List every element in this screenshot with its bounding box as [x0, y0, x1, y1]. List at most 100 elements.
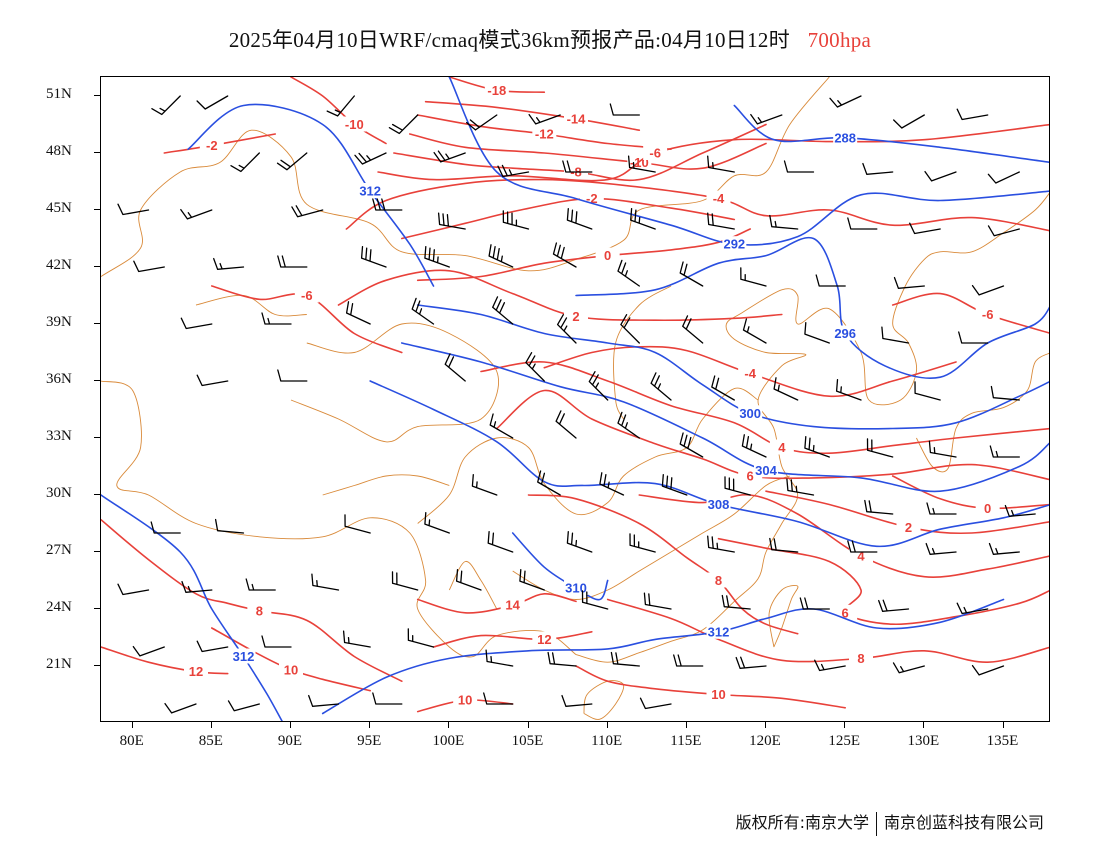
temperature-isotherm-label-bg: [896, 519, 921, 535]
wind-barb: [643, 592, 672, 610]
longitude-label: 125E: [828, 733, 860, 749]
height-contour-label-bg: [231, 648, 256, 664]
wind-barb: [566, 208, 593, 230]
wind-barb: [988, 542, 1020, 555]
isotherm-label: -2: [206, 138, 218, 153]
longitude-label: 105E: [511, 733, 544, 749]
height-contour-label-bg: [358, 183, 383, 198]
temperature-isotherm-label-bg: [199, 137, 224, 153]
wind-barb: [537, 470, 561, 496]
wind-barb: [707, 212, 735, 230]
wind-barb: [213, 257, 245, 270]
height-contour-label: 310: [565, 581, 587, 596]
wind-barb: [552, 242, 577, 268]
temperature-isotherm: [416, 228, 751, 282]
wind-barb: [555, 410, 577, 439]
wind-barb: [311, 573, 340, 591]
isotherm-label: 2: [572, 309, 579, 324]
height-contour-label: 312: [708, 624, 730, 639]
wind-barb: [276, 152, 308, 171]
wind-barb: [485, 649, 514, 667]
wind-barb: [682, 315, 704, 344]
wind-barb: [711, 375, 735, 401]
isotherm-label: 8: [256, 603, 263, 618]
copyright-owner: 版权所有:南京大学: [735, 813, 869, 832]
temperature-isotherm-label-bg: [532, 631, 557, 647]
wind-barb: [230, 152, 260, 173]
temperature-isotherm: [424, 100, 641, 131]
wind-barb: [326, 95, 355, 117]
wind-barb: [769, 214, 799, 230]
longitude-tick: [765, 722, 766, 728]
latitude-tick: [94, 266, 100, 267]
wind-barb: [740, 267, 767, 287]
longitude-label: 115E: [670, 733, 702, 749]
longitude-label: 120E: [749, 733, 781, 749]
longitude-tick: [290, 722, 291, 728]
wind-barb: [814, 659, 846, 672]
wind-barb: [455, 569, 482, 591]
temperature-isotherm: [101, 518, 403, 682]
isotherm-label: 6: [842, 605, 849, 620]
map-title: 2025年04月10日WRF/cmaq模式36km预报产品:04月10日12时 …: [0, 24, 1100, 54]
temperature-isotherm-label-bg: [279, 661, 303, 677]
wind-barb: [1004, 504, 1036, 517]
temperature-isotherm-label-bg: [738, 365, 763, 381]
height-contour-label: 292: [723, 237, 745, 252]
wind-barb: [562, 160, 593, 173]
temperature-isotherm: [496, 389, 1049, 481]
longitude-tick: [369, 722, 371, 728]
wind-barb: [724, 476, 751, 496]
wind-barb: [629, 533, 656, 553]
latitude-label: 33N: [46, 428, 72, 444]
temperature-isotherm-label-bg: [769, 439, 794, 455]
wind-barb: [372, 198, 403, 211]
wind-barb: [488, 244, 514, 268]
temperature-isotherm-label-bg: [453, 692, 478, 708]
longitude-label: 110E: [591, 733, 623, 749]
wind-barb: [847, 217, 878, 230]
height-contour-label: 308: [708, 497, 730, 512]
temperature-isotherm-label-bg: [500, 597, 525, 613]
temperature-isotherm: [416, 592, 577, 614]
wind-barb: [707, 535, 735, 553]
wind-barb: [214, 518, 245, 534]
wind-barb: [132, 645, 165, 657]
temperature-isotherm-label-bg: [342, 116, 367, 132]
longitude-tick: [131, 722, 133, 728]
wind-barb: [804, 436, 830, 458]
isotherm-label: 2: [905, 520, 912, 535]
wind-barb: [783, 160, 815, 173]
wind-barb: [750, 113, 783, 125]
temperature-isotherm-label-bg: [849, 650, 873, 666]
wind-barb: [291, 205, 324, 218]
wind-barb: [769, 537, 799, 553]
wind-barb: [227, 700, 260, 712]
height-contour-label: 312: [233, 649, 255, 664]
height-contour-label: 300: [739, 406, 761, 421]
temperature-isotherm: [432, 631, 593, 648]
height-contour-label: 312: [359, 184, 381, 199]
isotherm-label: -10: [345, 117, 364, 132]
wind-barb: [741, 434, 767, 458]
wind-barb: [519, 569, 545, 591]
isotherm-label: 4: [857, 548, 865, 563]
wind-barb: [437, 212, 466, 230]
wind-barb: [196, 95, 229, 110]
wind-barb: [956, 602, 989, 615]
boundary-line: [290, 322, 499, 443]
temperature-isotherm: [377, 123, 1049, 182]
wind-barb: [679, 432, 704, 458]
isotherm-label: 10: [711, 687, 725, 702]
wind-barb: [926, 502, 957, 515]
temperature-isotherm: [401, 197, 736, 240]
wind-barb: [277, 369, 308, 382]
wind-barb: [925, 542, 957, 555]
wind-barb: [742, 318, 767, 344]
wind-barb: [471, 474, 498, 496]
longitude-label: 80E: [119, 733, 144, 749]
latitude-tick: [94, 95, 100, 96]
wind-barb: [609, 103, 640, 116]
wind-barb: [411, 297, 435, 325]
latitude-label: 27N: [46, 542, 72, 558]
